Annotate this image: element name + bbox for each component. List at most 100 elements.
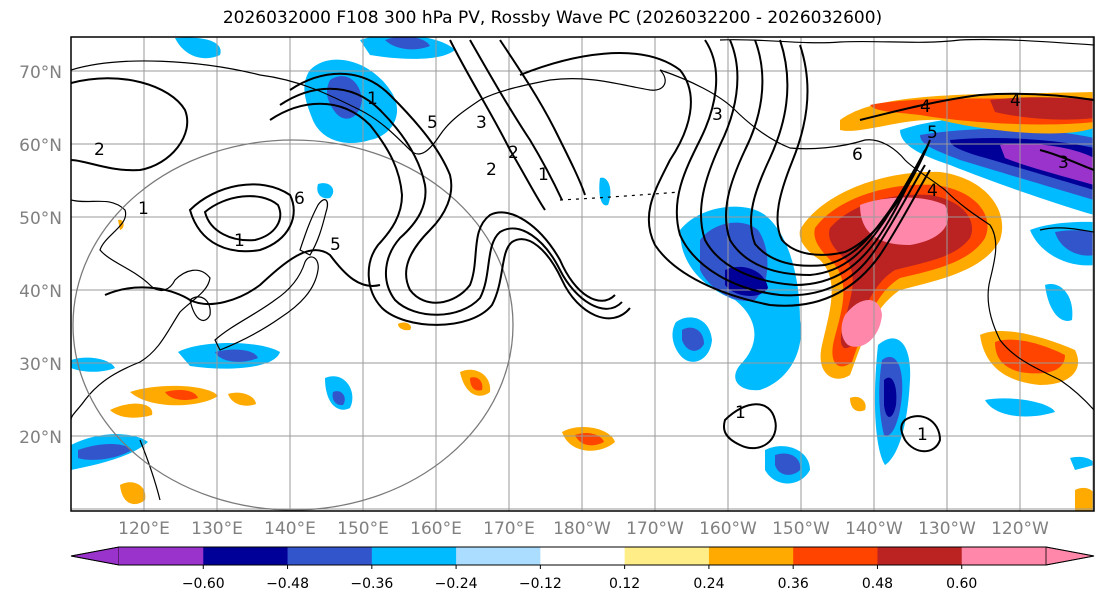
negative-anomaly-region <box>71 357 115 372</box>
positive-anomaly-core <box>470 377 483 391</box>
pv-contour <box>469 39 563 201</box>
contour-label: 1 <box>367 89 378 109</box>
negative-anomaly-core <box>775 453 801 475</box>
negative-anomaly-core <box>327 76 362 119</box>
arctic-coastline <box>719 38 1094 46</box>
contour-label: 2 <box>94 140 105 160</box>
contour-label: 6 <box>294 189 305 209</box>
pv-contour <box>279 87 623 316</box>
pv-contour <box>449 39 546 211</box>
contour-label: 2 <box>508 143 519 163</box>
negative-anomaly-region <box>317 183 334 199</box>
contour-label: 1 <box>917 425 928 445</box>
latitude-axis: 70°N 60°N 50°N 40°N 30°N 20°N <box>19 63 62 448</box>
positive-anomaly-region <box>228 392 256 406</box>
longitude-label: 170°E <box>483 519 535 539</box>
pv-contour <box>71 77 189 172</box>
pv-contour <box>188 183 295 253</box>
pv-anomaly-shading <box>71 37 1094 511</box>
colorbar-swatch <box>793 547 878 565</box>
contour-label: 1 <box>538 165 549 185</box>
gridlines <box>71 37 1094 511</box>
pv-contour <box>104 249 381 305</box>
contour-label: 1 <box>735 403 746 423</box>
contour-label: 4 <box>927 181 938 201</box>
pv-contour <box>675 39 926 297</box>
pv-contour <box>519 52 931 307</box>
colorbar-ticks: −0.60 −0.48 −0.36 −0.24 −0.12 0.12 0.24 0.36 0.4… <box>182 565 977 592</box>
contour-label: 5 <box>427 113 438 133</box>
contour-label: 4 <box>920 97 931 117</box>
colorbar-swatch <box>1045 546 1095 566</box>
colorbar-swatch <box>456 547 541 565</box>
longitude-axis: 120°E 130°E 140°E 150°E 160°E 170°E 180°… <box>118 519 1049 539</box>
positive-anomaly-region <box>398 322 411 331</box>
philippines-coastline <box>139 439 161 501</box>
colorbar-tick-label: −0.24 <box>435 576 478 592</box>
longitude-label: 120°W <box>991 519 1049 539</box>
pv-contour <box>749 39 929 267</box>
colorbar-swatch <box>708 547 794 565</box>
korea-coastline <box>189 296 211 322</box>
contour-label: 4 <box>1010 91 1021 111</box>
negative-anomaly-region <box>599 177 611 206</box>
negative-anomaly-core <box>682 327 704 351</box>
negative-anomaly-core <box>78 444 132 460</box>
longitude-label: 160°E <box>410 519 462 539</box>
negative-anomaly-region <box>1070 456 1094 470</box>
pv-contour <box>776 44 931 256</box>
longitude-label: 150°E <box>337 519 389 539</box>
positive-anomaly-region <box>995 339 1065 374</box>
longitude-label: 160°W <box>699 519 757 539</box>
colorbar-tick-label: 0.12 <box>609 576 640 592</box>
longitude-label: 150°W <box>772 519 830 539</box>
negative-anomaly-core <box>215 349 258 362</box>
contour-label: 1 <box>234 231 245 251</box>
contour-label: 6 <box>852 145 863 165</box>
pv-contour <box>1039 149 1094 171</box>
colorbar-tick-label: −0.12 <box>519 576 562 592</box>
latitude-label: 40°N <box>19 282 62 302</box>
colorbar-swatch <box>70 546 120 566</box>
positive-anomaly-core <box>990 97 1094 120</box>
latitude-label: 20°N <box>19 428 62 448</box>
contour-label: 3 <box>712 105 723 125</box>
positive-anomaly-region <box>850 396 866 412</box>
contour-label: 3 <box>1058 153 1069 173</box>
colorbar-tick-label: −0.36 <box>350 576 393 592</box>
negative-anomaly-core <box>1055 230 1094 256</box>
colorbar-tick-label: 0.24 <box>693 576 724 592</box>
positive-anomaly-region <box>110 403 153 418</box>
positive-anomaly-region <box>1075 487 1094 511</box>
colorbar-swatch <box>961 547 1047 565</box>
contour-label: 3 <box>476 113 487 133</box>
pv-contours <box>71 39 1094 453</box>
negative-anomaly-core <box>725 266 768 296</box>
longitude-label: 140°W <box>845 519 903 539</box>
negative-anomaly-core <box>332 391 345 406</box>
rossby-wave-circle <box>72 139 514 511</box>
pv-contour <box>859 92 1094 121</box>
negative-anomaly-region <box>175 37 221 59</box>
colorbar-swatch <box>877 547 963 565</box>
colorbar-tick-label: 0.48 <box>862 576 893 592</box>
colorbar-tick-label: 0.36 <box>778 576 809 592</box>
contour-label: 5 <box>927 123 938 143</box>
colorbar-swatch <box>119 547 204 565</box>
latitude-label: 30°N <box>19 355 62 375</box>
asia-coastline <box>71 199 211 421</box>
colorbar-swatch <box>371 547 457 565</box>
colorbar-swatch <box>540 547 626 565</box>
latitude-label: 70°N <box>19 63 62 83</box>
pv-contour <box>499 39 586 196</box>
negative-anomaly-core <box>1000 143 1094 185</box>
pv-contour <box>289 72 616 304</box>
colorbar-tick-label: −0.48 <box>266 576 309 592</box>
japan-coastline <box>214 256 319 351</box>
pv-contour <box>203 195 282 242</box>
contour-label: 1 <box>138 199 149 219</box>
negative-anomaly-core <box>385 37 430 50</box>
latitude-label: 50°N <box>19 209 62 229</box>
sakhalin-coastline <box>299 199 329 256</box>
